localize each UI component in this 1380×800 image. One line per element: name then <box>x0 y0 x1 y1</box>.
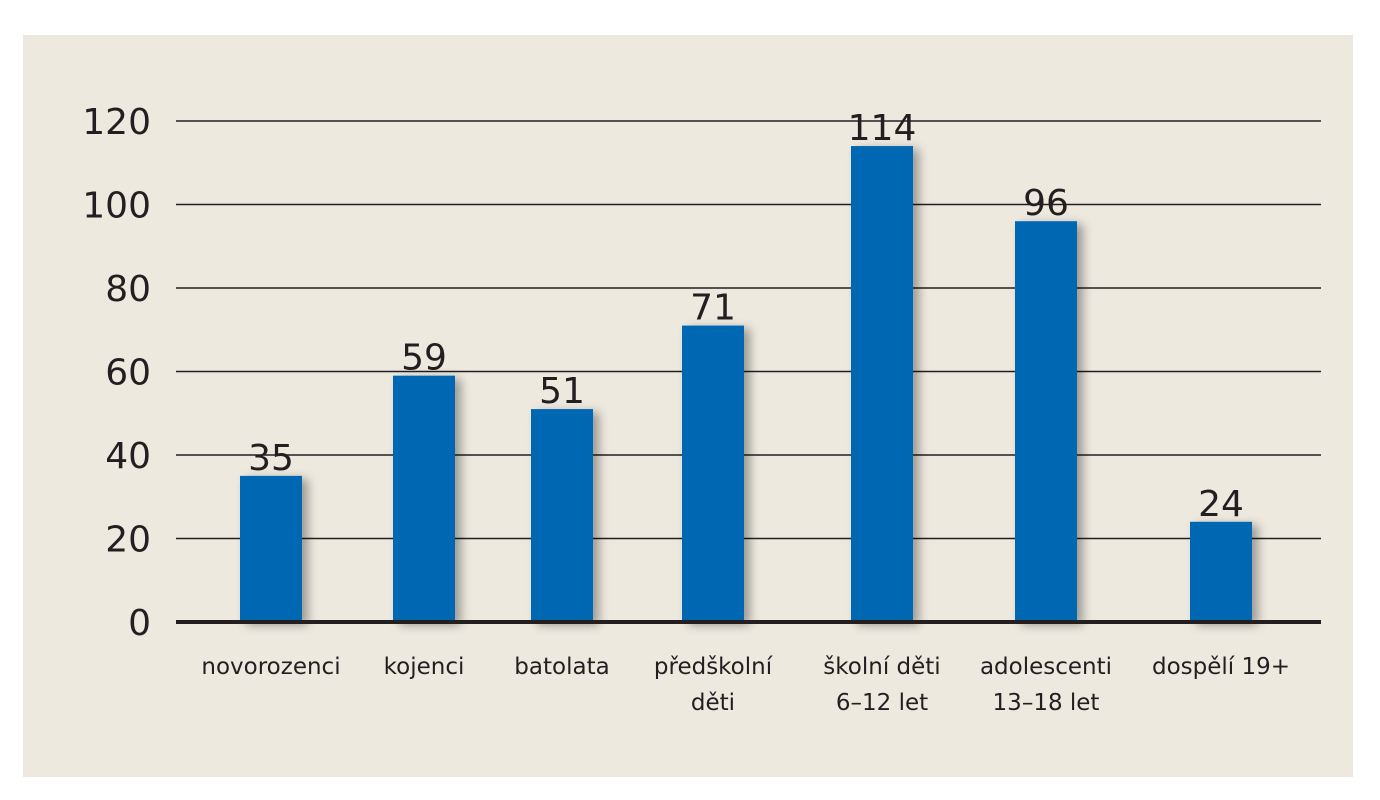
category-label: adolescenti <box>980 654 1112 680</box>
chart-panel: 0 20 40 60 80 100 120 35 59 51 71 114 96 24 novoroze… <box>23 35 1353 777</box>
category-label: batolata <box>514 654 609 680</box>
category-label: předškolní <box>654 654 773 680</box>
category-label: školní děti <box>823 654 940 680</box>
bar-value-label: 24 <box>1198 484 1244 525</box>
category-label: 6–12 let <box>836 690 928 716</box>
bar <box>240 475 302 622</box>
category-label: 13–18 let <box>993 690 1100 716</box>
grid-lines <box>176 120 1321 540</box>
bar-value-label: 59 <box>401 338 447 379</box>
y-tick-label: 80 <box>105 269 151 310</box>
y-tick-label: 40 <box>105 436 151 477</box>
bar <box>393 375 455 622</box>
bar-value-label: 96 <box>1023 183 1069 224</box>
bar-value-label: 51 <box>539 371 585 412</box>
y-axis-tick-labels: 0 20 40 60 80 100 120 <box>82 102 151 644</box>
bar-value-label: 114 <box>848 108 917 149</box>
category-label: novorozenci <box>201 654 340 680</box>
bar <box>531 409 593 622</box>
value-labels: 35 59 51 71 114 96 24 <box>248 108 1244 525</box>
bar <box>1190 521 1252 622</box>
category-labels: novorozenci kojenci batolata předškolní děti… <box>201 654 1290 716</box>
bar-value-label: 35 <box>248 438 294 479</box>
y-tick-label: 20 <box>105 520 151 561</box>
bar <box>1015 221 1077 622</box>
bars <box>240 146 1252 623</box>
y-tick-label: 0 <box>128 603 151 644</box>
y-tick-label: 100 <box>82 186 151 227</box>
y-tick-label: 60 <box>105 353 151 394</box>
category-label: dospělí 19+ <box>1152 654 1290 680</box>
category-label: kojenci <box>384 654 465 680</box>
bar-chart: 0 20 40 60 80 100 120 35 59 51 71 114 96 24 novoroze… <box>82 102 1321 716</box>
bar-value-label: 71 <box>690 288 736 329</box>
bar <box>682 325 744 622</box>
category-label: děti <box>691 690 735 716</box>
y-tick-label: 120 <box>82 102 151 143</box>
bar <box>851 146 913 623</box>
